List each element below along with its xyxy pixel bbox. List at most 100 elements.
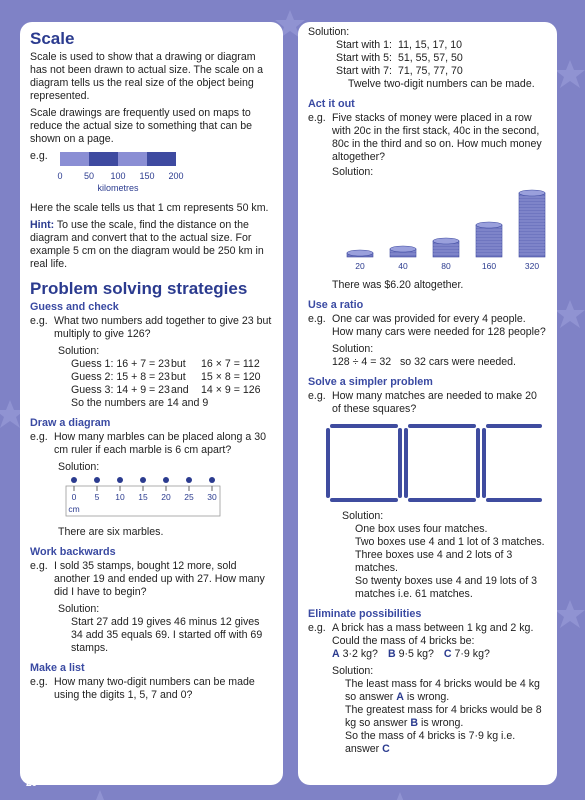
scale-segment	[60, 152, 89, 166]
list-cell: 71, 75, 77, 70	[398, 65, 463, 77]
working: 128 ÷ 4 = 32 so 32 cars were needed.	[332, 356, 547, 369]
step-text: is wrong.	[420, 717, 464, 729]
guess-cell: 15 × 8 = 120	[201, 371, 261, 383]
solution-label: Solution:	[308, 26, 350, 38]
stack-label: 80	[441, 261, 451, 271]
guess-cell: 14 × 9 = 126	[201, 384, 261, 396]
subheading: Use a ratio	[308, 299, 364, 311]
eg-label: e.g.	[30, 315, 48, 327]
paragraph: Scale drawings are frequently used on ma…	[30, 107, 253, 145]
ruler-tick-label: 15	[138, 492, 148, 502]
star	[0, 400, 25, 428]
solution-line: So twenty boxes use 4 and 19 lots of 3 m…	[355, 575, 537, 600]
coin-top	[389, 245, 417, 253]
example-body: How many matches are needed to make 20 o…	[332, 390, 547, 416]
subheading: Eliminate possibilities	[308, 608, 422, 620]
eg-label: e.g.	[30, 150, 48, 162]
scale-tick-label: 50	[84, 171, 94, 181]
eg-label: e.g.	[308, 622, 326, 634]
star	[85, 790, 115, 800]
example: e.g. I sold 35 stamps, bought 12 more, s…	[30, 560, 273, 655]
option-letter: B	[387, 648, 396, 660]
example: e.g. Five stacks of money were placed in…	[308, 112, 547, 292]
question: How many marbles can be placed along a 3…	[54, 431, 266, 456]
solution-step: The greatest mass for 4 bricks would be …	[345, 704, 547, 730]
ruler-tick-label: 10	[115, 492, 125, 502]
eg-label: e.g.	[308, 112, 326, 124]
right-panel: Solution: Start with 1: 11, 15, 17, 10 Sta…	[298, 22, 557, 785]
scale-segment	[89, 152, 118, 166]
answer: Start 27 add 19 gives 46 minus 12 gives …	[71, 616, 263, 654]
subheading: Work backwards	[30, 546, 116, 558]
coin-top	[432, 237, 460, 245]
page-number: 20	[26, 778, 38, 789]
step-text: The least mass for 4 bricks would be 4 k…	[345, 678, 540, 703]
example-body: One car was provided for every 4 people.…	[332, 313, 547, 369]
solution: Solution: The least mass for 4 bricks wo…	[332, 665, 547, 756]
subheading: Draw a diagram	[30, 417, 111, 429]
example-body: A brick has a mass between 1 kg and 2 kg…	[332, 622, 547, 756]
example: e.g. How many two-digit numbers can be m…	[30, 676, 273, 702]
scale-segment	[118, 152, 147, 166]
option-text: 3·2 kg?	[342, 648, 378, 660]
eg-label: e.g.	[30, 676, 48, 688]
solution-line: One box uses four matches.	[355, 523, 488, 535]
guess-cell: Guess 1: 16 + 7 = 23	[71, 358, 170, 370]
solution: Solution: 128 ÷ 4 = 32 so 32 cars were n…	[332, 343, 547, 369]
scale-tick-label: 200	[168, 171, 183, 181]
list-cell: 51, 55, 57, 50	[398, 52, 463, 64]
option-letter: A	[332, 648, 340, 660]
solution-step: The least mass for 4 bricks would be 4 k…	[345, 678, 547, 704]
example: e.g. How many matches are needed to make…	[308, 390, 547, 416]
example-body: I sold 35 stamps, bought 12 more, sold a…	[54, 560, 273, 655]
scale-tick-label: 150	[139, 171, 154, 181]
guess-cell: but	[171, 371, 186, 383]
guess-cell: 16 × 7 = 112	[201, 358, 260, 370]
step-letter: A	[396, 691, 404, 703]
ruler-tick-label: 25	[184, 492, 194, 502]
guess-cell: Guess 3: 14 + 9 = 23	[71, 384, 170, 396]
solution-line: Two boxes use 4 and 1 lot of 3 matches.	[355, 536, 545, 548]
coin-top	[346, 249, 374, 257]
option-text: 7·9 kg?	[454, 648, 490, 660]
solution-label: Solution:	[342, 510, 384, 522]
coin-stacks: 20 40 80 160 320	[346, 189, 546, 271]
example: e.g. A brick has a mass between 1 kg and…	[308, 622, 547, 756]
scale-bar: 0 50 100 150 200 kilometres	[57, 152, 184, 193]
guess-cell: but	[171, 358, 186, 370]
coin-stack	[475, 224, 503, 258]
question: One car was provided for every 4 people.…	[332, 313, 546, 338]
example: e.g. What two numbers add together to gi…	[30, 315, 273, 410]
left-panel: Scale Scale is used to show that a drawi…	[20, 22, 283, 785]
hint-text: To use the scale, find the distance on t…	[30, 219, 264, 270]
example-body: 0 50 100 150 200 kilometres	[54, 150, 273, 198]
solution-label: Solution:	[332, 166, 374, 178]
subheading: Solve a simpler problem	[308, 376, 433, 388]
example: e.g. 0 50 100 150 200 kilometres	[30, 150, 273, 198]
guess-rows: Guess 1: 16 + 7 = 23 but 16 × 7 = 112 Guess…	[71, 358, 273, 397]
solution: Solution: Start with 1: 11, 15, 17, 10 Sta…	[308, 26, 547, 91]
question: How many matches are needed to make 20 o…	[332, 390, 537, 415]
solution: Solution: 0 5 10 15 20 25 30 cm There are six m…	[58, 461, 273, 539]
solution-lines: One box uses four matches. Two boxes use …	[355, 523, 547, 601]
scale-tick-label: 0	[57, 171, 62, 181]
solution: Solution: Guess 1: 16 + 7 = 23 but 16 × 7 …	[58, 345, 273, 410]
star	[396, 792, 404, 800]
ruler-unit: cm	[68, 504, 79, 514]
step-letter: C	[382, 743, 390, 755]
solution: Solution: Start 27 add 19 gives 46 minus…	[58, 603, 273, 655]
heading: Problem solving strategies	[30, 279, 248, 298]
star	[555, 60, 585, 88]
option: B 9·5 kg?	[388, 648, 434, 660]
matches	[326, 424, 542, 502]
matches-diagram	[326, 424, 542, 502]
paragraph: Here the scale tells us that 1 cm repres…	[30, 202, 269, 214]
list-rows: Start with 1: 11, 15, 17, 10 Start with 5:…	[336, 39, 547, 78]
scale-segment	[147, 152, 176, 166]
eg-label: e.g.	[308, 390, 326, 402]
marble	[163, 477, 169, 483]
marble	[117, 477, 123, 483]
list-cell: Start with 7:	[336, 65, 392, 77]
hint: Hint: To use the scale, find the distanc…	[30, 219, 273, 271]
answer: There was $6.20 altogether.	[332, 279, 464, 291]
